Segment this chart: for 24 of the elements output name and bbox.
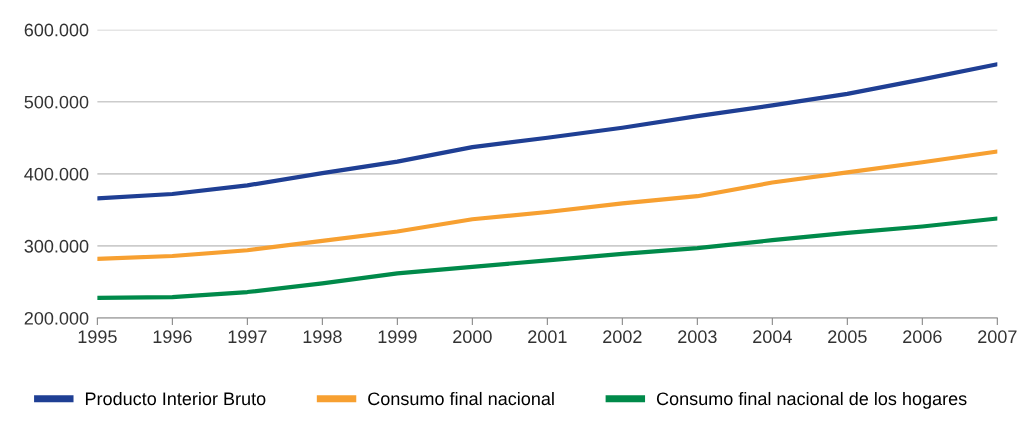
legend-label: Consumo final nacional de los hogares [656, 391, 967, 409]
line-series [97, 216, 998, 300]
x-tick-label: 1997 [228, 330, 267, 344]
line-series [97, 62, 998, 201]
x-tick-label: 1999 [378, 330, 417, 344]
y-tick-label: 400.000 [24, 167, 89, 181]
x-tick-label: 2004 [753, 330, 792, 344]
legend-label: Consumo final nacional [368, 391, 554, 406]
x-tick-label: 1998 [303, 330, 342, 344]
x-tick-label: 1996 [153, 330, 192, 344]
legend-label: Producto Interior Bruto [85, 391, 266, 406]
x-tick-label: 2006 [903, 330, 942, 344]
y-tick-label: 600.000 [24, 23, 89, 37]
x-tick-label: 2003 [678, 330, 717, 344]
x-tick-label: 1995 [78, 330, 117, 344]
y-tick-label: 200.000 [24, 311, 89, 325]
x-tick-label: 2002 [603, 330, 642, 344]
line-series [97, 149, 998, 261]
x-tick-label: 2005 [828, 330, 867, 344]
x-tick-label: 2001 [528, 330, 567, 344]
x-tick-label: 2000 [453, 330, 492, 344]
x-tick-label: 2007 [978, 330, 1017, 344]
y-tick-label: 300.000 [24, 239, 89, 253]
y-tick-label: 500.000 [24, 95, 89, 109]
